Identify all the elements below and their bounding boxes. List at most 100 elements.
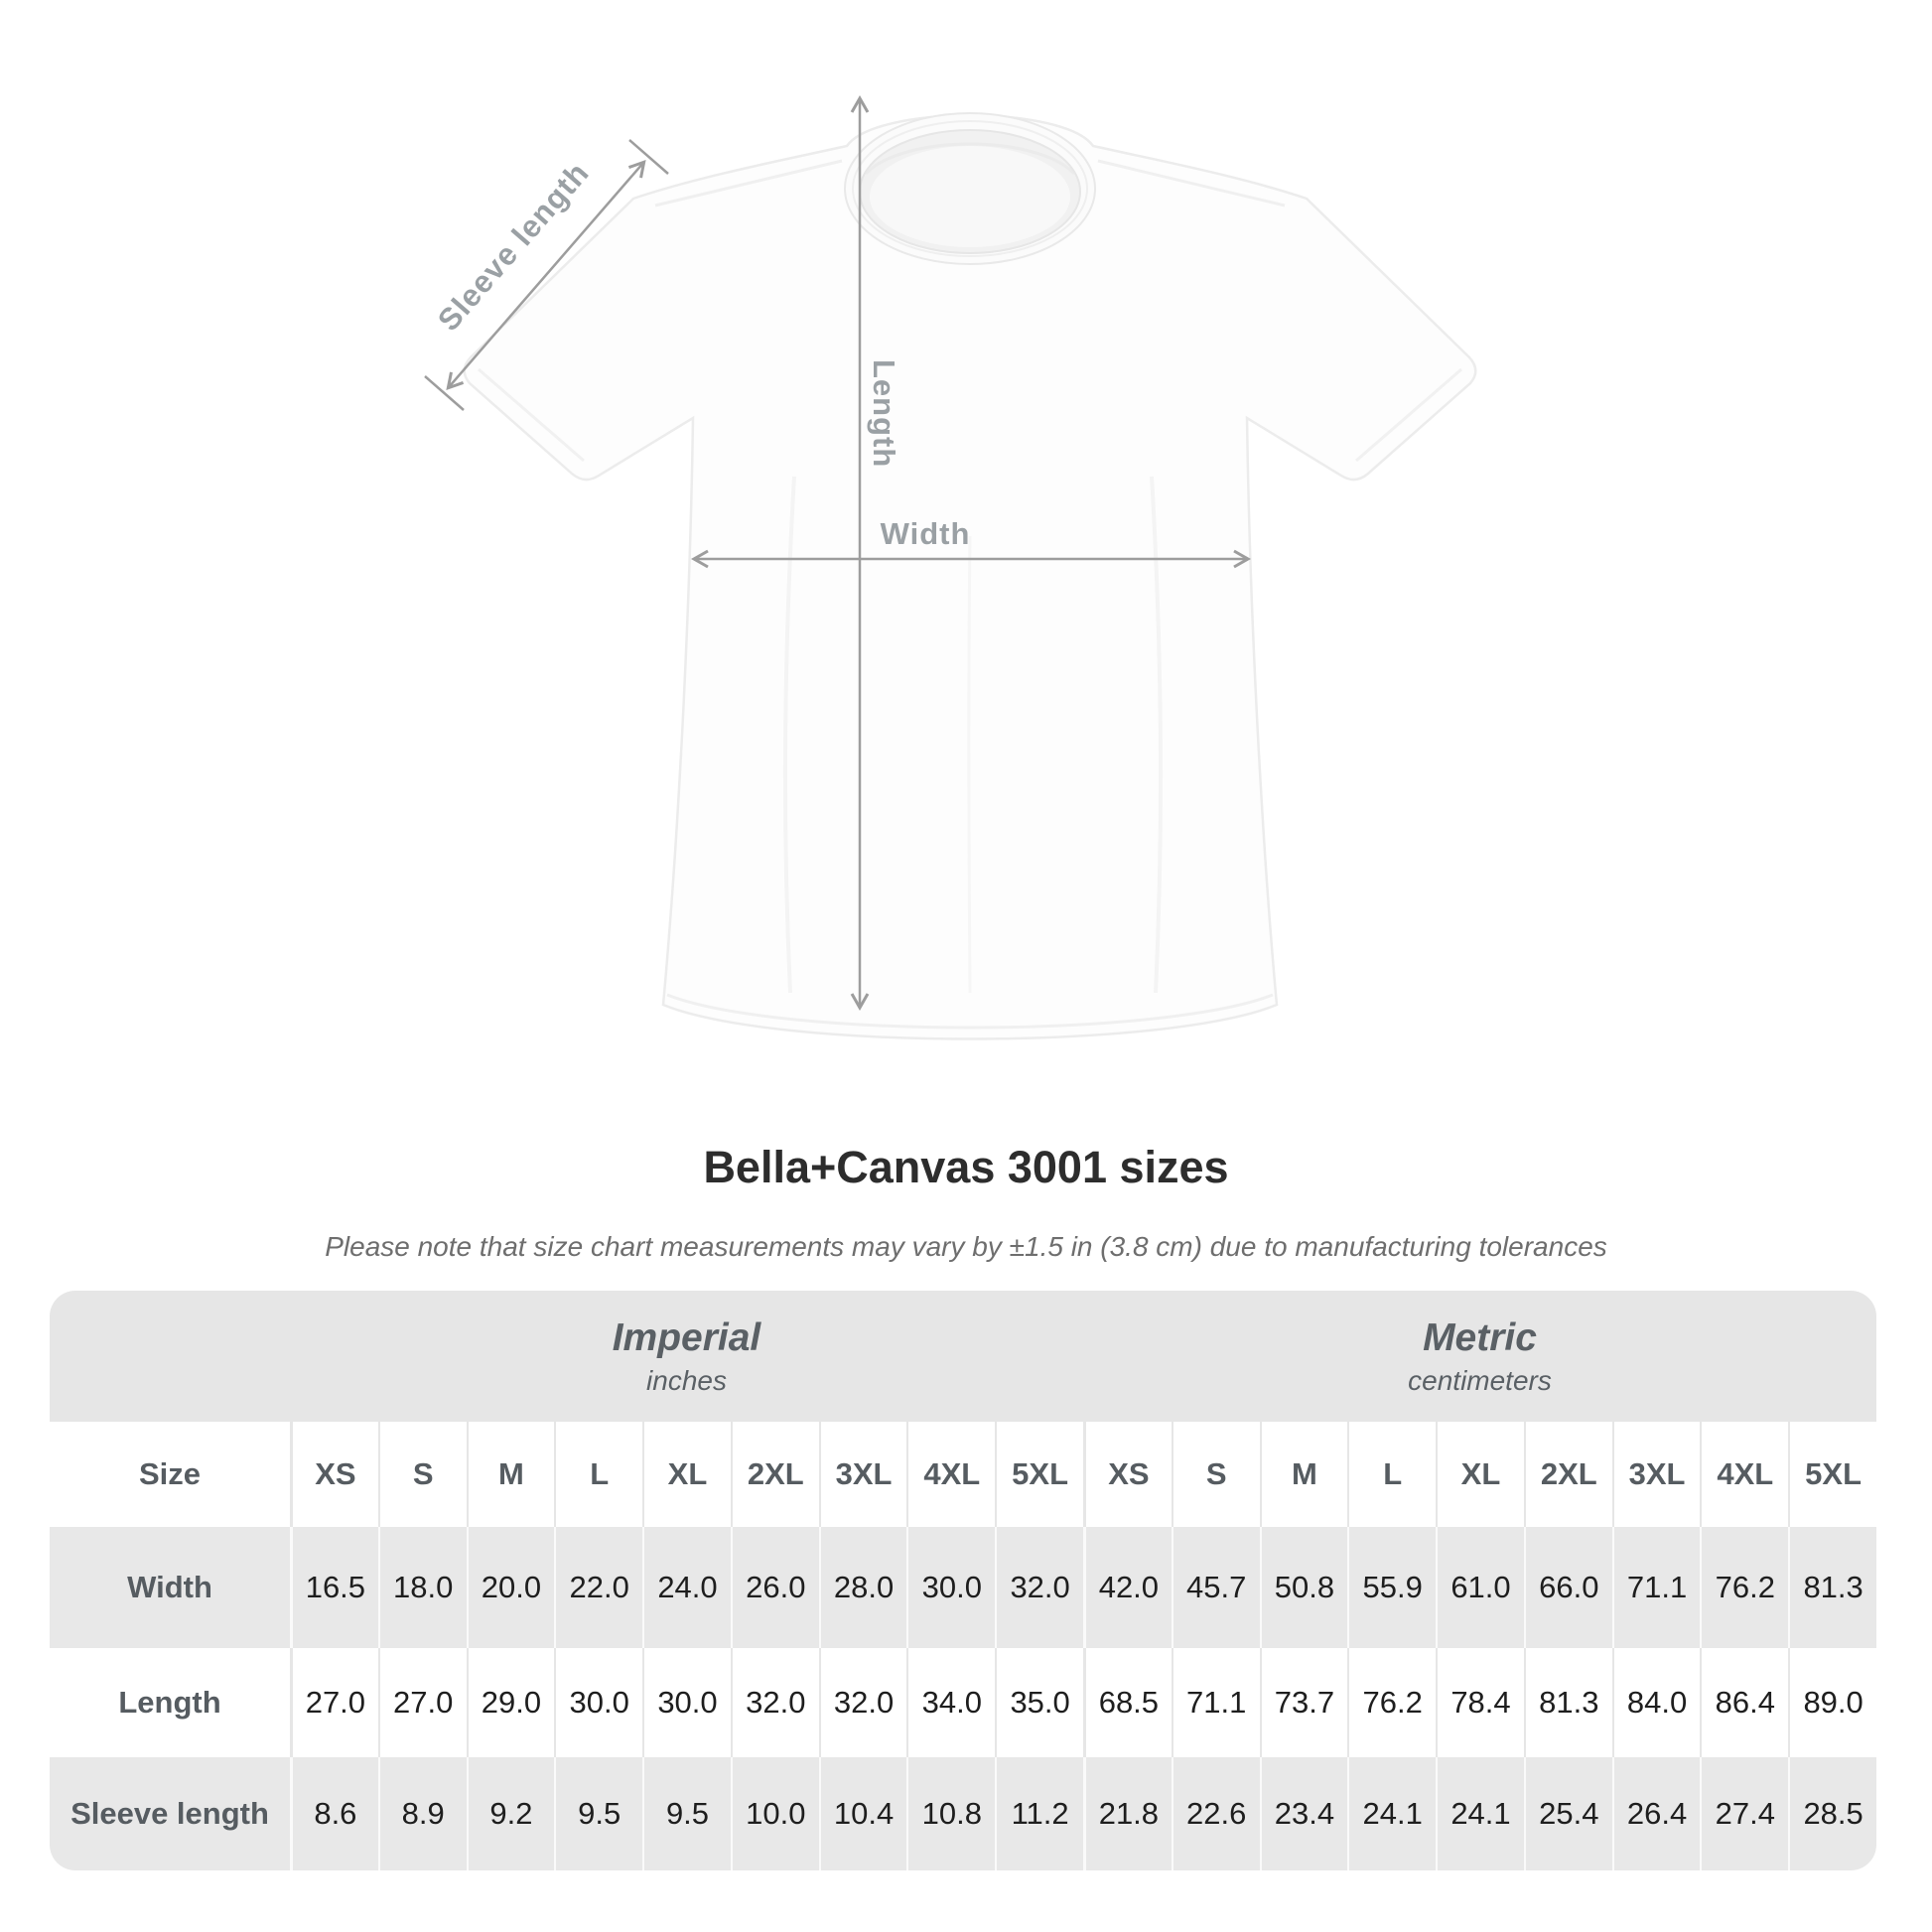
value-width-imperial-m: 20.0 xyxy=(466,1527,555,1648)
value-width-imperial-3xl: 28.0 xyxy=(818,1527,907,1648)
value-length-metric-l: 76.2 xyxy=(1347,1648,1436,1757)
width-label: Width xyxy=(881,516,971,551)
value-width-metric-2xl: 66.0 xyxy=(1523,1527,1612,1648)
sleeve-length-arrow xyxy=(446,159,646,391)
value-length-metric-3xl: 84.0 xyxy=(1611,1648,1701,1757)
size-header-imperial-2xl: 2XL xyxy=(730,1422,819,1527)
value-sleeve-length-metric-2xl: 25.4 xyxy=(1523,1757,1612,1870)
value-sleeve-length-metric-s: 22.6 xyxy=(1171,1757,1260,1870)
size-table: Imperial inches Metric centimeters Size … xyxy=(50,1291,1876,1870)
value-sleeve-length-imperial-xl: 9.5 xyxy=(642,1757,731,1870)
value-length-imperial-m: 29.0 xyxy=(466,1648,555,1757)
value-width-metric-5xl: 81.3 xyxy=(1788,1527,1876,1648)
collar-inner-back xyxy=(870,146,1070,247)
value-sleeve-length-imperial-m: 9.2 xyxy=(466,1757,555,1870)
value-sleeve-length-imperial-5xl: 11.2 xyxy=(995,1757,1083,1870)
value-width-metric-l: 55.9 xyxy=(1347,1527,1436,1648)
value-length-metric-2xl: 81.3 xyxy=(1523,1648,1612,1757)
value-length-imperial-s: 27.0 xyxy=(377,1648,467,1757)
size-header-metric-s: S xyxy=(1171,1422,1260,1527)
value-width-imperial-xl: 24.0 xyxy=(642,1527,731,1648)
imperial-group-header: Imperial inches xyxy=(290,1291,1083,1422)
value-sleeve-length-metric-5xl: 28.5 xyxy=(1788,1757,1876,1870)
measurement-arrows xyxy=(424,94,1252,1012)
value-length-metric-xl: 78.4 xyxy=(1436,1648,1524,1757)
sleeve-length-row: Sleeve length 8.6 8.9 9.2 9.5 9.5 10.0 10.4 10.… xyxy=(50,1757,1876,1870)
size-header-imperial-3xl: 3XL xyxy=(818,1422,907,1527)
imperial-title: Imperial xyxy=(612,1315,761,1359)
value-length-imperial-5xl: 35.0 xyxy=(995,1648,1083,1757)
value-length-metric-4xl: 86.4 xyxy=(1700,1648,1788,1757)
size-header-imperial-m: M xyxy=(466,1422,555,1527)
value-sleeve-length-imperial-3xl: 10.4 xyxy=(818,1757,907,1870)
width-row: Width 16.5 18.0 20.0 22.0 24.0 26.0 28.0 30.0 32… xyxy=(50,1527,1876,1648)
value-length-metric-5xl: 89.0 xyxy=(1788,1648,1876,1757)
value-length-imperial-xl: 30.0 xyxy=(642,1648,731,1757)
value-sleeve-length-imperial-2xl: 10.0 xyxy=(730,1757,819,1870)
metric-unit: centimeters xyxy=(1408,1364,1552,1396)
size-header-imperial-xs: XS xyxy=(290,1422,378,1527)
value-sleeve-length-metric-3xl: 26.4 xyxy=(1611,1757,1701,1870)
value-length-metric-xs: 68.5 xyxy=(1083,1648,1172,1757)
value-width-metric-4xl: 76.2 xyxy=(1700,1527,1788,1648)
value-width-imperial-s: 18.0 xyxy=(377,1527,467,1648)
value-sleeve-length-imperial-s: 8.9 xyxy=(377,1757,467,1870)
size-header-imperial-5xl: 5XL xyxy=(995,1422,1083,1527)
size-header-row: Size XS S M L XL 2XL 3XL 4XL 5XL XS S M L XL 2XL 3XL 4XL… xyxy=(50,1422,1876,1527)
value-sleeve-length-metric-4xl: 27.4 xyxy=(1700,1757,1788,1870)
value-width-metric-xl: 61.0 xyxy=(1436,1527,1524,1648)
value-width-imperial-2xl: 26.0 xyxy=(730,1527,819,1648)
size-header-metric-xl: XL xyxy=(1436,1422,1524,1527)
value-width-metric-xs: 42.0 xyxy=(1083,1527,1172,1648)
tolerance-note: Please note that size chart measurements… xyxy=(325,1231,1607,1262)
tshirt-fold-lines xyxy=(478,159,1462,1030)
value-width-metric-m: 50.8 xyxy=(1259,1527,1348,1648)
row-label-length: Length xyxy=(118,1685,221,1720)
sleeve-arrow-tick-top xyxy=(628,139,669,175)
page-title: Bella+Canvas 3001 sizes xyxy=(703,1142,1229,1192)
value-sleeve-length-imperial-4xl: 10.8 xyxy=(906,1757,995,1870)
collar-inner-shadow xyxy=(864,142,1076,176)
value-length-imperial-4xl: 34.0 xyxy=(906,1648,995,1757)
size-header-imperial-xl: XL xyxy=(642,1422,731,1527)
size-column-label: Size xyxy=(138,1456,202,1491)
size-header-imperial-l: L xyxy=(554,1422,642,1527)
length-row: Length 27.0 27.0 29.0 30.0 30.0 32.0 32.0 34.0 3… xyxy=(50,1648,1876,1757)
value-sleeve-length-metric-xl: 24.1 xyxy=(1436,1757,1524,1870)
value-width-metric-3xl: 71.1 xyxy=(1611,1527,1701,1648)
value-width-imperial-l: 22.0 xyxy=(554,1527,642,1648)
length-label: Length xyxy=(867,359,901,468)
value-length-metric-m: 73.7 xyxy=(1259,1648,1348,1757)
row-label-width: Width xyxy=(127,1570,212,1604)
value-width-imperial-xs: 16.5 xyxy=(290,1527,378,1648)
value-width-metric-s: 45.7 xyxy=(1171,1527,1260,1648)
size-header-metric-5xl: 5XL xyxy=(1788,1422,1876,1527)
size-header-metric-m: M xyxy=(1259,1422,1348,1527)
value-length-imperial-xs: 27.0 xyxy=(290,1648,378,1757)
value-length-metric-s: 71.1 xyxy=(1171,1648,1260,1757)
metric-group-header: Metric centimeters xyxy=(1083,1291,1876,1422)
size-header-metric-3xl: 3XL xyxy=(1611,1422,1701,1527)
value-length-imperial-2xl: 32.0 xyxy=(730,1648,819,1757)
value-sleeve-length-imperial-xs: 8.6 xyxy=(290,1757,378,1870)
unit-band-row: Imperial inches Metric centimeters xyxy=(50,1291,1876,1422)
metric-title: Metric xyxy=(1423,1315,1537,1359)
value-sleeve-length-metric-l: 24.1 xyxy=(1347,1757,1436,1870)
row-label-sleeve-length: Sleeve length xyxy=(70,1796,269,1831)
size-header-metric-xs: XS xyxy=(1083,1422,1172,1527)
size-header-metric-4xl: 4XL xyxy=(1700,1422,1788,1527)
value-sleeve-length-metric-m: 23.4 xyxy=(1259,1757,1348,1870)
value-sleeve-length-metric-xs: 21.8 xyxy=(1083,1757,1172,1870)
size-header-metric-l: L xyxy=(1347,1422,1436,1527)
value-width-imperial-4xl: 30.0 xyxy=(906,1527,995,1648)
value-length-imperial-l: 30.0 xyxy=(554,1648,642,1757)
value-width-imperial-5xl: 32.0 xyxy=(995,1527,1083,1648)
size-header-metric-2xl: 2XL xyxy=(1523,1422,1612,1527)
tshirt-diagram: Sleeve length Length Width xyxy=(424,94,1477,1040)
size-header-imperial-4xl: 4XL xyxy=(906,1422,995,1527)
imperial-unit: inches xyxy=(646,1364,727,1396)
size-header-imperial-s: S xyxy=(377,1422,467,1527)
sleeve-arrow-tick-bottom xyxy=(424,375,465,411)
value-sleeve-length-imperial-l: 9.5 xyxy=(554,1757,642,1870)
